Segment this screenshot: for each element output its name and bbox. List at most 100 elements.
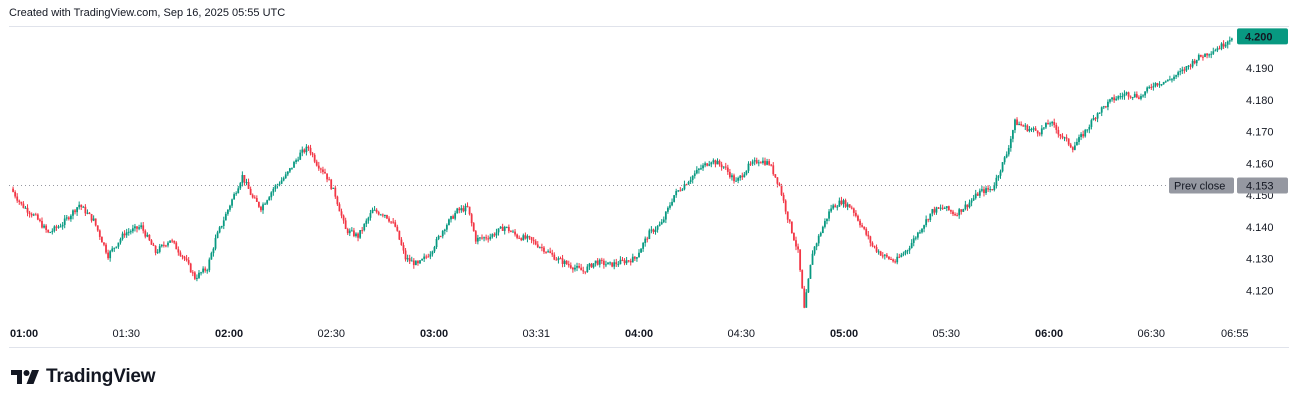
candle-body [981,189,983,191]
candle-body [1111,97,1113,100]
candle-body [1042,127,1045,129]
candle-body [968,202,971,208]
candle-body [47,229,50,233]
candle-body [567,264,570,266]
candle-body [245,182,248,184]
candle-body [334,187,337,197]
candle-body [698,168,700,170]
candle-body [921,228,923,233]
candlestick-chart[interactable]: 4.1204.1304.1404.1504.1604.1704.1804.190… [9,27,1289,347]
candle-body [658,224,661,227]
candle-body [943,208,946,210]
candle-body [462,208,465,212]
candle-body [303,149,306,153]
candle-body [394,222,397,227]
time-tick-label: 04:00 [625,328,653,340]
candle-body [958,209,961,216]
candle-body [84,206,87,214]
candle-body [939,207,942,209]
candle-body [210,253,213,260]
candle-body [865,228,868,235]
candle-body [63,218,66,225]
candle-body [1001,162,1004,172]
candle-body [1007,148,1010,155]
candle-body [615,262,618,265]
candle-body [129,231,132,233]
candle-body [39,219,41,221]
candle-body [243,175,246,183]
candle-body [507,226,510,232]
candle-body [328,179,331,181]
candle-body [867,234,870,237]
candle-body [840,200,843,205]
candle-body [86,212,89,214]
tradingview-wordmark: TradingView [46,366,156,387]
candle-body [828,211,830,219]
candle-body [392,221,395,223]
candle-body [1063,137,1066,139]
candle-body [1088,126,1091,130]
candle-body [1053,122,1056,126]
candle-body [677,190,680,192]
candle-body [423,256,426,259]
last-price-tag-background [1237,28,1288,45]
time-axis[interactable]: 01:00 01:30 02:00 02:30 03:00 03:31 04:00 04:30… [10,328,1249,340]
candle-body [1168,79,1171,81]
candle-body [474,231,477,242]
candle-body [193,272,196,279]
prev-close-tag: Prev close [1169,177,1234,194]
candle-body [813,246,816,254]
candle-body [1224,44,1227,47]
candle-body [987,188,990,190]
candle-body [131,228,134,232]
candle-body [516,234,519,238]
candle-body [1133,94,1136,97]
candle-body [288,168,291,172]
candle-body [144,230,147,237]
candle-body [311,153,314,155]
time-tick-label: 05:30 [933,328,961,340]
candle-body [859,220,861,226]
tradingview-logo[interactable]: TradingView [11,366,156,388]
candle-body [679,190,682,192]
candle-body [456,208,459,214]
candle-body [402,245,405,251]
candle-body [291,167,293,169]
candle-body [571,267,574,270]
candle-body [883,254,886,256]
candle-body [398,230,401,240]
candle-body [239,183,242,189]
candle-body [1028,129,1031,132]
candle-body [464,205,467,212]
candle-body [65,217,68,219]
candle-body [224,213,227,221]
candle-body [324,171,326,174]
candle-body [836,206,839,208]
candle-body [342,215,345,221]
candle-body [1160,84,1163,86]
candle-body [237,188,240,194]
candle-body [282,178,285,181]
candle-body [251,194,254,198]
candle-body [631,256,634,263]
created-with-caption: Created with TradingView.com, Sep 16, 20… [9,7,286,19]
candle-body [522,235,525,241]
candle-body [148,234,151,241]
candle-body [231,199,233,206]
candle-body [1045,123,1047,128]
price-tick-label: 4.160 [1246,158,1274,170]
candle-body [1171,79,1173,81]
candle-body [78,204,81,208]
candle-body [945,206,948,209]
candle-body [1216,48,1219,51]
candle-body [611,262,614,267]
candle-body [367,217,370,221]
candle-body [636,257,638,259]
candle-body [386,215,388,219]
candle-body [842,200,845,205]
candle-body [443,229,446,231]
candle-body [431,251,434,255]
price-tick-label: 4.120 [1246,285,1274,297]
candle-body [80,204,83,208]
